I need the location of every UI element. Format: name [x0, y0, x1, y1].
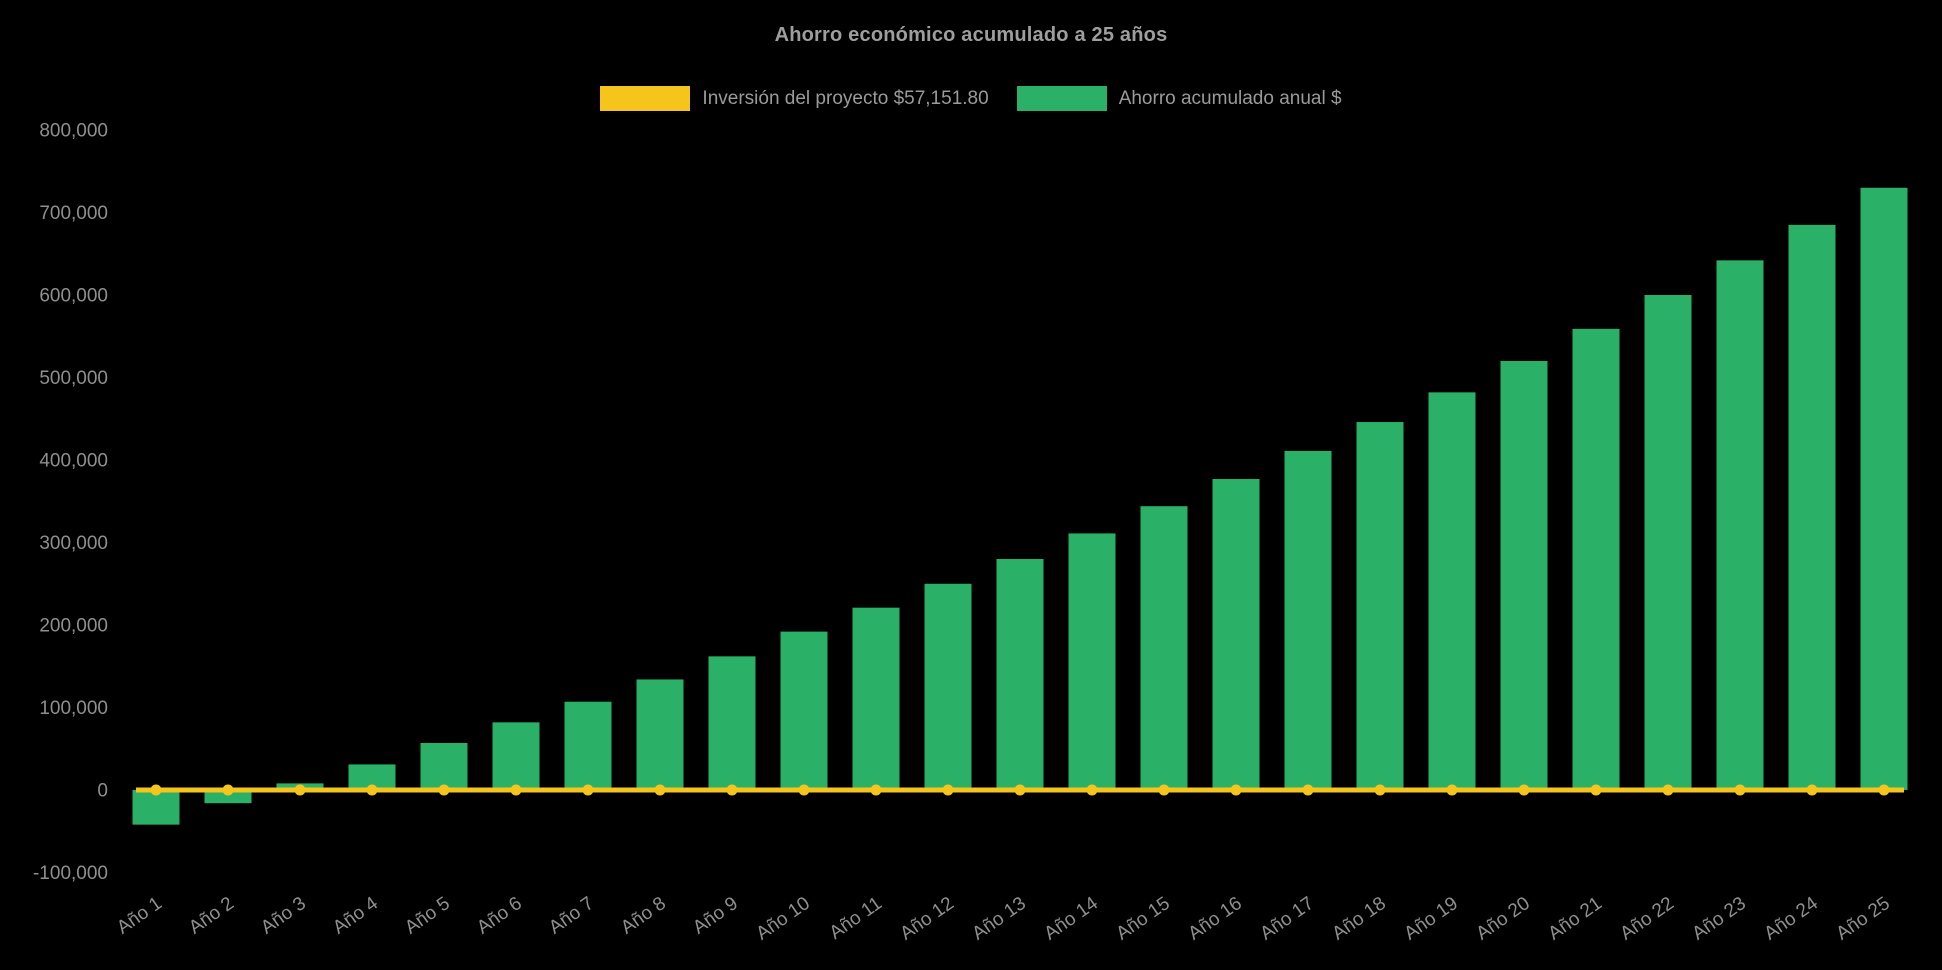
bar-año-22[interactable]: [1644, 295, 1692, 790]
x-axis-tick-label: Año 16: [1184, 893, 1245, 945]
legend-item-ahorro[interactable]: Ahorro acumulado anual $: [1016, 86, 1342, 111]
x-axis-tick-label: Año 10: [752, 893, 813, 945]
bar-año-15[interactable]: [1140, 506, 1188, 790]
investment-line-point[interactable]: [1014, 784, 1026, 796]
x-axis-tick-label: Año 6: [473, 893, 526, 939]
investment-line-point[interactable]: [150, 784, 162, 796]
x-axis-tick-label: Año 21: [1544, 893, 1605, 945]
x-axis-tick-label: Año 5: [401, 893, 454, 939]
x-axis-tick-label: Año 1: [113, 893, 166, 939]
x-axis-tick-label: Año 20: [1472, 893, 1533, 945]
legend-label-ahorro: Ahorro acumulado anual $: [1118, 87, 1342, 109]
x-axis-tick-label: Año 3: [257, 893, 310, 939]
investment-line-point[interactable]: [1806, 784, 1818, 796]
bar-año-24[interactable]: [1788, 224, 1836, 790]
x-axis-tick-label: Año 9: [689, 893, 742, 939]
legend-label-inversion: Inversión del proyecto $57,151.80: [702, 87, 989, 109]
x-axis-tick-label: Año 25: [1832, 893, 1893, 945]
legend-swatch-ahorro: [1016, 86, 1107, 111]
investment-line-point[interactable]: [1590, 784, 1602, 796]
bar-año-19[interactable]: [1428, 392, 1476, 790]
x-axis-tick-label: Año 8: [617, 893, 670, 939]
x-axis-tick-label: Año 22: [1616, 893, 1677, 945]
bar-año-12[interactable]: [924, 583, 972, 790]
x-axis-tick-label: Año 2: [185, 893, 238, 939]
bar-año-20[interactable]: [1500, 361, 1548, 790]
legend-item-inversion[interactable]: Inversión del proyecto $57,151.80: [600, 86, 989, 111]
investment-line-point[interactable]: [1518, 784, 1530, 796]
investment-line-point[interactable]: [294, 784, 306, 796]
x-axis-tick-label: Año 14: [1040, 893, 1102, 945]
bar-año-16[interactable]: [1212, 478, 1260, 790]
x-axis-tick-label: Año 13: [968, 893, 1029, 945]
y-axis-tick-label: 500,000: [39, 368, 108, 389]
bar-año-2[interactable]: [204, 790, 252, 804]
investment-line-point[interactable]: [582, 784, 594, 796]
investment-line-point[interactable]: [1086, 784, 1098, 796]
y-axis-tick-label: 600,000: [39, 286, 108, 307]
y-axis-tick-label: -100,000: [33, 863, 108, 884]
investment-line-point[interactable]: [1878, 784, 1890, 796]
investment-line-point[interactable]: [438, 784, 450, 796]
investment-line-point[interactable]: [1734, 784, 1746, 796]
y-axis-tick-label: 100,000: [39, 698, 108, 719]
investment-line-point[interactable]: [1302, 784, 1314, 796]
investment-line-point[interactable]: [942, 784, 954, 796]
bar-año-6[interactable]: [492, 722, 540, 790]
x-axis-tick-label: Año 7: [545, 893, 598, 939]
investment-line-point[interactable]: [1374, 784, 1386, 796]
legend-swatch-inversion: [600, 86, 691, 111]
investment-line-point[interactable]: [1158, 784, 1170, 796]
investment-line-point[interactable]: [366, 784, 378, 796]
x-axis-tick-label: Año 15: [1112, 893, 1173, 945]
investment-line-point[interactable]: [510, 784, 522, 796]
bar-año-14[interactable]: [1068, 533, 1116, 790]
x-axis-tick-label: Año 11: [826, 893, 886, 944]
y-axis-tick-label: 200,000: [39, 616, 108, 637]
investment-line-point[interactable]: [1446, 784, 1458, 796]
x-axis-tick-label: Año 24: [1760, 893, 1822, 945]
bar-año-9[interactable]: [708, 656, 756, 790]
investment-line-point[interactable]: [222, 784, 234, 796]
bar-año-5[interactable]: [420, 742, 468, 790]
bar-año-8[interactable]: [636, 679, 684, 790]
bar-año-17[interactable]: [1284, 450, 1332, 790]
x-axis-tick-label: Año 4: [329, 893, 382, 939]
bar-año-1[interactable]: [132, 790, 180, 825]
y-axis-tick-label: 0: [97, 781, 108, 802]
chart-title: Ahorro económico acumulado a 25 años: [774, 24, 1168, 46]
investment-line-point[interactable]: [1662, 784, 1674, 796]
investment-line-point[interactable]: [798, 784, 810, 796]
y-axis-tick-label: 800,000: [39, 121, 108, 142]
chart-legend: Inversión del proyecto $57,151.80 Ahorro…: [0, 86, 1942, 111]
y-axis-tick-label: 400,000: [39, 451, 108, 472]
bar-año-23[interactable]: [1716, 260, 1764, 791]
y-axis-tick-label: 700,000: [39, 203, 108, 224]
bar-año-10[interactable]: [780, 631, 828, 790]
bar-año-25[interactable]: [1860, 187, 1908, 790]
investment-line-point[interactable]: [1230, 784, 1242, 796]
x-axis-tick-label: Año 12: [896, 893, 957, 945]
bar-año-18[interactable]: [1356, 422, 1404, 790]
bar-año-11[interactable]: [852, 607, 900, 790]
x-axis-tick-label: Año 19: [1400, 893, 1461, 945]
x-axis-tick-label: Año 23: [1688, 893, 1749, 945]
x-axis-tick-label: Año 18: [1328, 893, 1389, 945]
x-axis-tick-label: Año 17: [1256, 893, 1317, 945]
investment-line-point[interactable]: [726, 784, 738, 796]
investment-line-point[interactable]: [870, 784, 882, 796]
bar-año-13[interactable]: [996, 559, 1044, 790]
y-axis-tick-label: 300,000: [39, 533, 108, 554]
bar-año-21[interactable]: [1572, 328, 1620, 790]
bar-año-7[interactable]: [564, 701, 612, 790]
investment-line-point[interactable]: [654, 784, 666, 796]
